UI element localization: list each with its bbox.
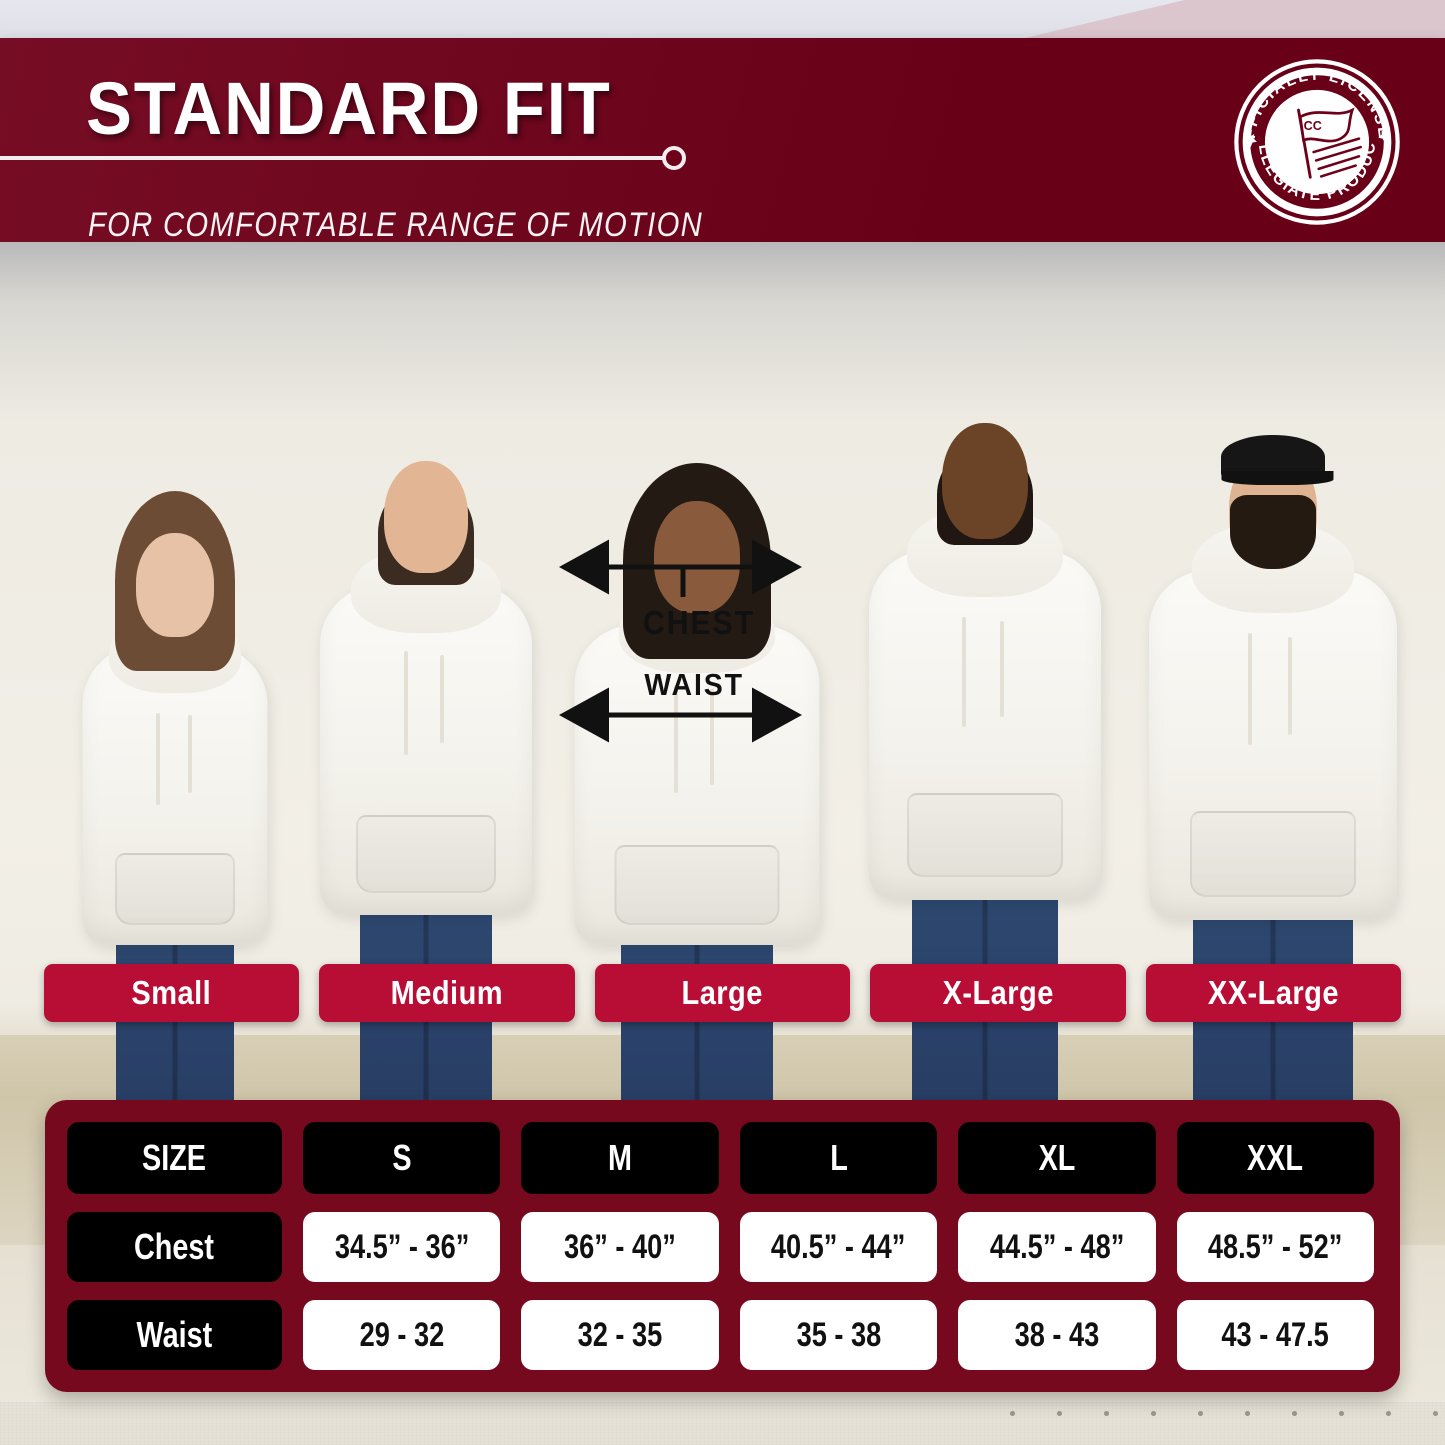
table-cell-text: 34.5” - 36” <box>334 1227 469 1266</box>
table-cell-chest-xl: 44.5” - 48” <box>958 1212 1156 1282</box>
model-leg-split <box>1270 909 1275 1245</box>
header-divider-end-dot-icon <box>662 146 686 170</box>
table-cell-waist-xl: 38 - 43 <box>958 1300 1156 1370</box>
model-drawstring <box>156 713 160 805</box>
size-pill-x-large[interactable]: X-Large <box>870 964 1126 1022</box>
table-header-xxl: XXL <box>1176 1122 1375 1194</box>
table-cell-waist-xxl: 43 - 47.5 <box>1176 1300 1375 1370</box>
table-cell-waist-s: 29 - 32 <box>303 1300 501 1370</box>
table-cell-waist-l: 35 - 38 <box>739 1300 938 1370</box>
model-drawstring <box>188 715 192 793</box>
table-row-label-text: Waist <box>136 1314 213 1355</box>
size-table: SIZE S M L XL XXL Chest 34.5” - 36” <box>45 1100 1400 1392</box>
model-pocket <box>355 815 496 893</box>
officially-licensed-seal-icon: OFFICIALLY LICENSED COLLEGIATE PRODUCTS <box>1233 58 1400 225</box>
size-pill-large[interactable]: Large <box>594 964 851 1022</box>
header-sheen <box>0 38 1445 242</box>
waist-label: WAIST <box>644 667 744 702</box>
table-header-size-label: SIZE <box>67 1122 282 1194</box>
table-cell-chest-s: 34.5” - 36” <box>303 1212 501 1282</box>
model-leg-split <box>423 905 428 1245</box>
table-cell-text: 40.5” - 44” <box>771 1227 906 1266</box>
table-header-text: S <box>392 1137 412 1178</box>
model-head <box>942 423 1028 539</box>
table-cell-text: 35 - 38 <box>796 1315 881 1354</box>
model-hoodie <box>869 550 1101 900</box>
table-cell-text: 36” - 40” <box>564 1227 677 1266</box>
size-pill-label: Medium <box>390 974 504 1011</box>
header-divider-line <box>0 156 672 160</box>
size-pill-label: Large <box>681 974 764 1011</box>
model-hoodie <box>574 625 820 945</box>
table-cell-text: 44.5” - 48” <box>989 1227 1125 1266</box>
table-header-text: L <box>829 1137 848 1178</box>
size-pill-small[interactable]: Small <box>44 964 300 1022</box>
model-xx-large <box>1130 275 1415 1245</box>
table-cell-text: 32 - 35 <box>577 1315 663 1354</box>
size-pill-label: X-Large <box>942 974 1054 1011</box>
table-cell-text: 38 - 43 <box>1014 1315 1100 1354</box>
size-label-row: Small Medium Large X-Large XX-Large <box>0 964 1445 1022</box>
table-header-l: L <box>739 1122 938 1194</box>
model-pocket <box>1189 811 1356 897</box>
table-row: Waist 29 - 32 32 - 35 35 - 38 38 - 43 43… <box>67 1300 1375 1370</box>
model-x-large <box>850 265 1120 1245</box>
page-title: STANDARD FIT <box>86 67 612 150</box>
table-cell-chest-xxl: 48.5” - 52” <box>1176 1212 1375 1282</box>
table-header-s: S <box>303 1122 501 1194</box>
table-row: Chest 34.5” - 36” 36” - 40” 40.5” - 44” … <box>67 1212 1375 1282</box>
table-cell-text: 48.5” - 52” <box>1208 1227 1343 1266</box>
table-cell-text: 43 - 47.5 <box>1221 1315 1330 1354</box>
table-row-label-waist: Waist <box>67 1300 282 1370</box>
model-drawstring <box>1000 621 1004 717</box>
seal-star-icon <box>1243 133 1257 148</box>
model-pocket <box>614 845 780 925</box>
chest-label: CHEST <box>642 604 755 641</box>
table-cell-waist-m: 32 - 35 <box>521 1300 719 1370</box>
page-subtitle: FOR COMFORTABLE RANGE OF MOTION <box>88 206 704 242</box>
table-header-m: M <box>521 1122 719 1194</box>
model-head <box>383 461 468 573</box>
model-pocket <box>907 793 1063 877</box>
model-leg-split <box>694 933 700 1245</box>
table-header-row: SIZE S M L XL XXL <box>67 1122 1375 1194</box>
table-cell-chest-m: 36” - 40” <box>521 1212 719 1282</box>
table-row-label-text: Chest <box>134 1226 215 1267</box>
model-cap-brim-icon <box>1220 471 1333 485</box>
seal-flag-icon <box>1297 107 1362 179</box>
model-hoodie <box>1148 570 1397 920</box>
model-leg-split <box>172 935 178 1245</box>
model-drawstring <box>1288 637 1292 735</box>
model-leg-split <box>982 889 988 1245</box>
table-cell-text: 29 - 32 <box>359 1315 445 1354</box>
size-pill-xx-large[interactable]: XX-Large <box>1145 964 1402 1022</box>
model-hoodie <box>82 645 268 945</box>
model-hoodie <box>319 585 532 915</box>
table-row-label-chest: Chest <box>67 1212 282 1282</box>
table-header-text: XXL <box>1247 1137 1304 1178</box>
size-pill-label: XX-Large <box>1207 974 1339 1011</box>
table-header-text: XL <box>1038 1137 1076 1178</box>
table-header-text: M <box>608 1137 633 1178</box>
model-drawstring <box>1248 633 1252 745</box>
table-cell-chest-l: 40.5” - 44” <box>739 1212 938 1282</box>
model-drawstring <box>710 689 714 785</box>
table-header-xl: XL <box>958 1122 1156 1194</box>
seal-star-icon <box>1378 130 1391 143</box>
size-pill-medium[interactable]: Medium <box>319 964 575 1022</box>
model-beard <box>1229 495 1316 569</box>
model-drawstring <box>440 655 444 743</box>
model-pocket <box>115 853 235 925</box>
size-pill-label: Small <box>131 974 212 1011</box>
table-header-size-text: SIZE <box>142 1137 207 1178</box>
model-drawstring <box>404 651 408 755</box>
model-head <box>654 501 740 613</box>
seal-center-text: CC <box>1304 119 1322 133</box>
model-drawstring <box>962 617 966 727</box>
model-head <box>136 533 214 637</box>
header-banner: STANDARD FIT FOR COMFORTABLE RANGE OF MO… <box>0 38 1445 242</box>
